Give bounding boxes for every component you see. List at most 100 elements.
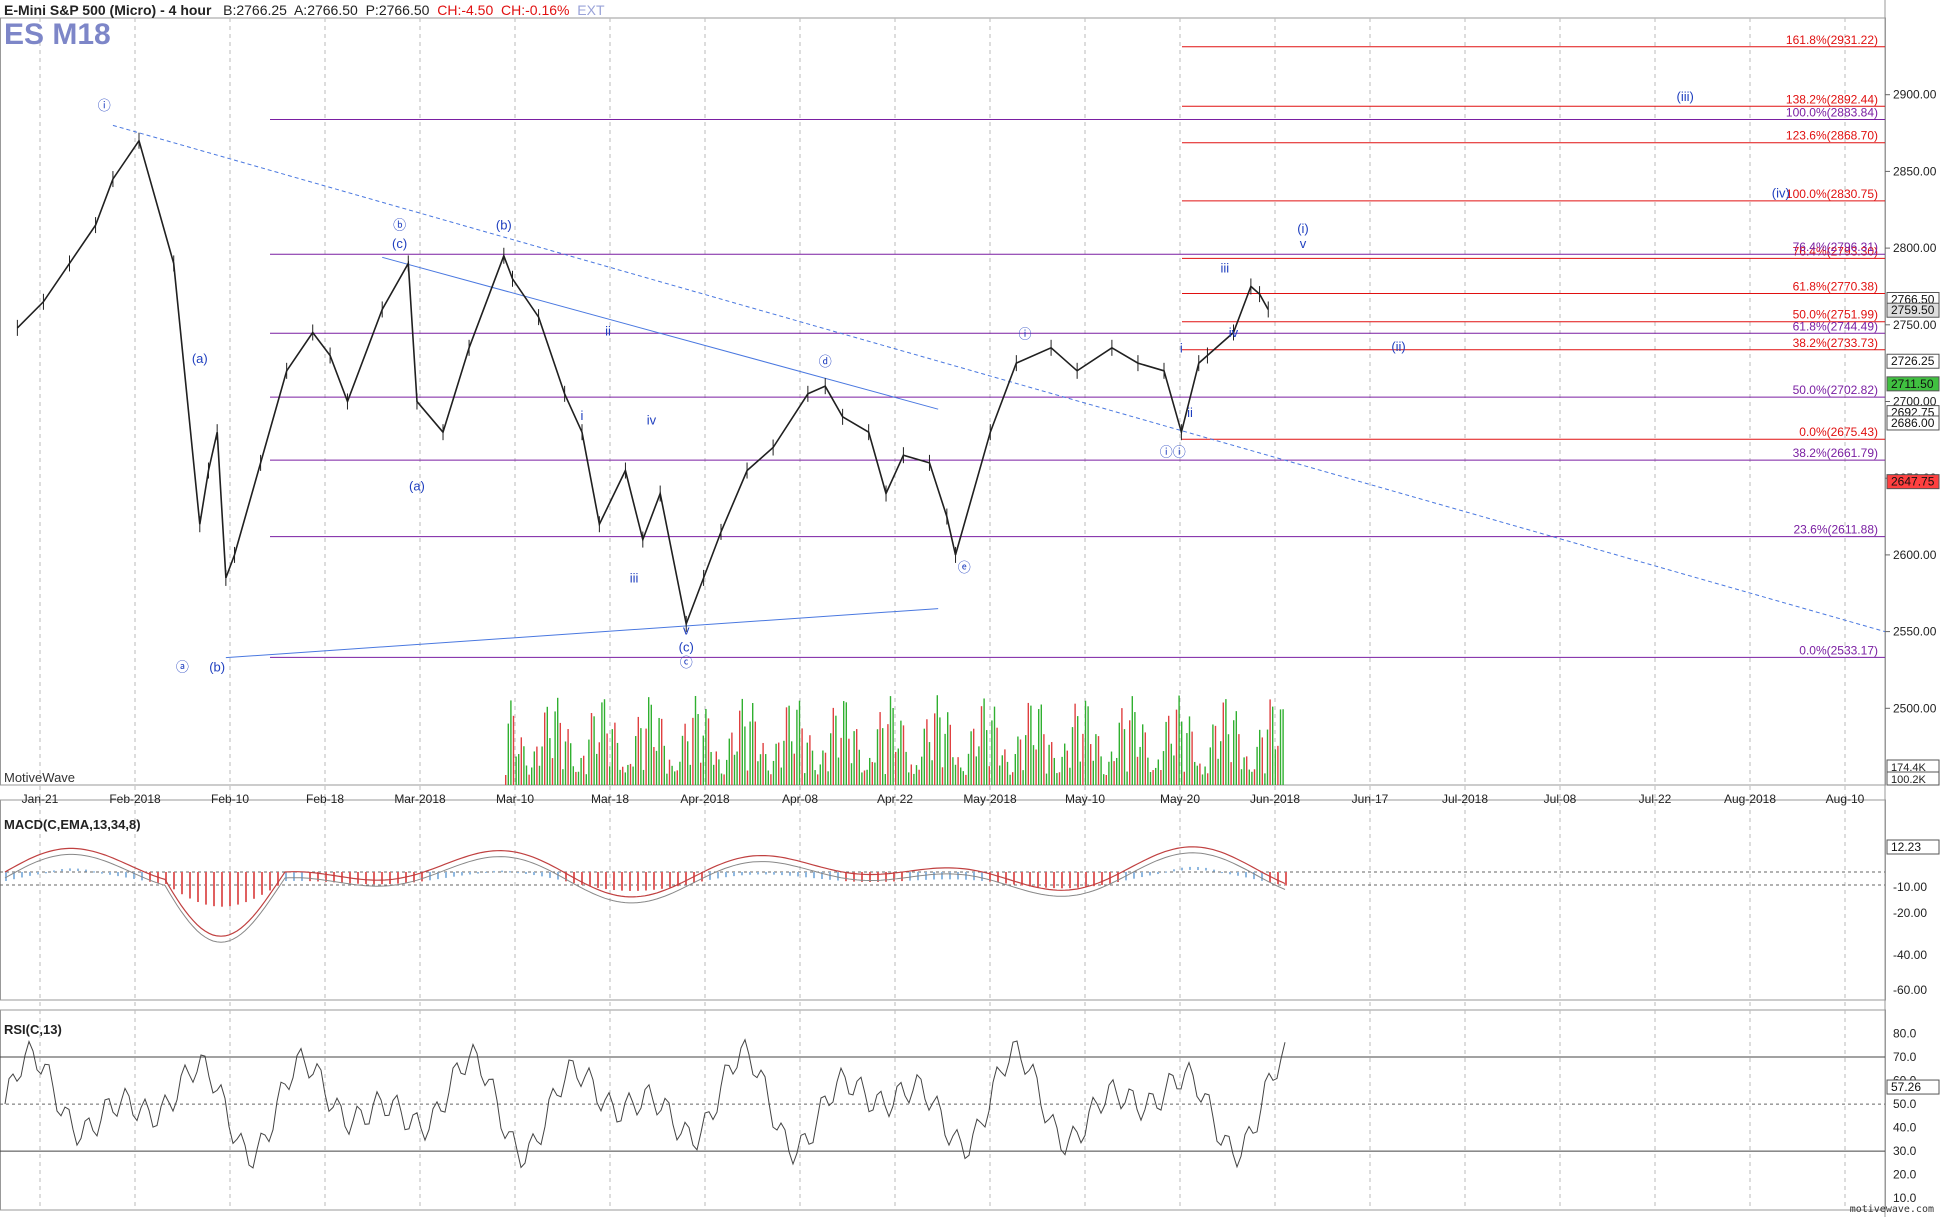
wave-label: ⓑ: [393, 218, 406, 233]
wave-label: (c): [392, 236, 407, 251]
volume-bar: [1051, 742, 1053, 785]
macd-histogram-bar: [605, 872, 607, 890]
y-tick-label: 2550.00: [1893, 625, 1937, 639]
macd-histogram-bar: [941, 872, 943, 880]
volume-bar: [827, 771, 829, 785]
volume-bar: [1246, 756, 1248, 785]
volume-bar: [1272, 706, 1274, 785]
macd-histogram-bar: [133, 872, 135, 879]
fib-purple-label: 61.8%(2744.49): [1793, 319, 1878, 333]
volume-bar: [804, 773, 806, 785]
volume-bar: [882, 728, 884, 785]
fib-red-label: 50.0%(2751.99): [1793, 308, 1878, 322]
volume-bar: [596, 753, 598, 785]
volume-bar: [876, 729, 879, 785]
volume-bar: [731, 732, 733, 785]
fib-red-label: 161.8%(2931.22): [1786, 33, 1878, 47]
wave-label: i: [581, 408, 584, 423]
macd-histogram-bar: [1085, 872, 1087, 888]
volume-bar: [562, 769, 564, 785]
macd-histogram-bar: [1045, 872, 1047, 888]
volume-bar: [1209, 747, 1211, 785]
volume-bar: [1035, 749, 1037, 785]
macd-histogram-bar: [709, 872, 711, 880]
wave-label: iii: [630, 571, 639, 586]
volume-bar: [1105, 774, 1107, 785]
volume-bar: [1194, 761, 1196, 785]
volume-bar: [601, 702, 603, 785]
x-tick-label: Aug-2018: [1724, 792, 1776, 806]
macd-histogram-bar: [773, 872, 775, 875]
ext-flag[interactable]: EXT: [577, 2, 605, 18]
x-tick-label: May-2018: [963, 792, 1017, 806]
macd-tick-label: -10.00: [1893, 880, 1927, 894]
volume-bar: [1191, 731, 1193, 785]
volume-bar: [1066, 750, 1068, 785]
volume-bar: [1259, 729, 1261, 785]
volume-bar: [962, 771, 964, 785]
fib-purple-label: 50.0%(2702.82): [1793, 383, 1878, 397]
volume-bar: [1155, 767, 1157, 785]
macd-histogram-bar: [1237, 872, 1239, 876]
price-box: [1886, 474, 1940, 490]
volume-bar: [622, 766, 624, 785]
volume-bar: [770, 774, 772, 785]
volume-bar: [796, 709, 798, 785]
volume-bar: [889, 696, 892, 785]
rsi-value-label: 57.26: [1891, 1080, 1921, 1094]
x-tick-label: Feb-10: [211, 792, 249, 806]
volume-bar: [507, 723, 509, 785]
macd-histogram-bar: [869, 872, 871, 882]
volume-bar: [614, 722, 616, 785]
y-tick-label: 2900.00: [1893, 88, 1937, 102]
volume-bar: [1168, 715, 1170, 785]
volume-bar: [1175, 709, 1178, 785]
volume-bar: [642, 769, 645, 785]
macd-histogram-bar: [85, 869, 87, 872]
macd-histogram-bar: [413, 872, 415, 883]
macd-histogram-bar: [1285, 872, 1287, 886]
volume-bar: [674, 771, 676, 785]
fib-red-label: 76.4%(2793.30): [1793, 244, 1878, 258]
wave-label: ⓔ: [958, 560, 971, 575]
volume-bar: [1188, 716, 1191, 785]
volume-bar: [629, 763, 632, 785]
volume-bar: [585, 774, 587, 785]
macd-histogram-bar: [829, 872, 831, 880]
volume-bar: [679, 761, 681, 785]
fib-purple-label: 0.0%(2533.17): [1799, 643, 1878, 657]
volume-bar: [655, 750, 658, 785]
volume-bar: [1222, 702, 1224, 785]
macd-histogram-bar: [557, 872, 559, 880]
macd-signal-line: [4, 852, 1286, 943]
volume-bar: [518, 754, 520, 785]
volume-bar: [814, 770, 816, 785]
macd-tick-label: -60.00: [1893, 983, 1927, 997]
price-box-label: 2711.50: [1891, 377, 1934, 391]
macd-histogram-bar: [301, 872, 303, 881]
macd-histogram-bar: [997, 872, 999, 883]
macd-histogram-bar: [173, 872, 175, 890]
volume-bar: [978, 746, 980, 785]
volume-bar: [627, 764, 629, 785]
fib-purple-label: 76.4%(2796.31): [1793, 240, 1878, 254]
volume-bar: [822, 750, 824, 785]
macd-histogram-bar: [493, 870, 495, 873]
macd-histogram-bar: [453, 872, 455, 877]
volume-axis-label: 174.4K: [1891, 762, 1927, 774]
x-tick-label: Jun-2018: [1250, 792, 1300, 806]
macd-histogram-bar: [669, 872, 671, 888]
volume-bar: [705, 708, 707, 785]
macd-histogram-bar: [1021, 872, 1023, 886]
y-tick-label: 2500.00: [1893, 701, 1937, 715]
volume-bar: [1056, 773, 1058, 785]
volume-bar: [557, 697, 559, 785]
rsi-tick-label: 50.0: [1893, 1097, 1917, 1111]
brand-watermark: MotiveWave: [4, 770, 76, 785]
macd-histogram-bar: [949, 872, 951, 880]
volume-bar: [1227, 734, 1230, 785]
x-tick-label: Mar-10: [496, 792, 534, 806]
volume-bar: [806, 742, 808, 785]
bid-value: B:2766.25: [223, 2, 287, 18]
